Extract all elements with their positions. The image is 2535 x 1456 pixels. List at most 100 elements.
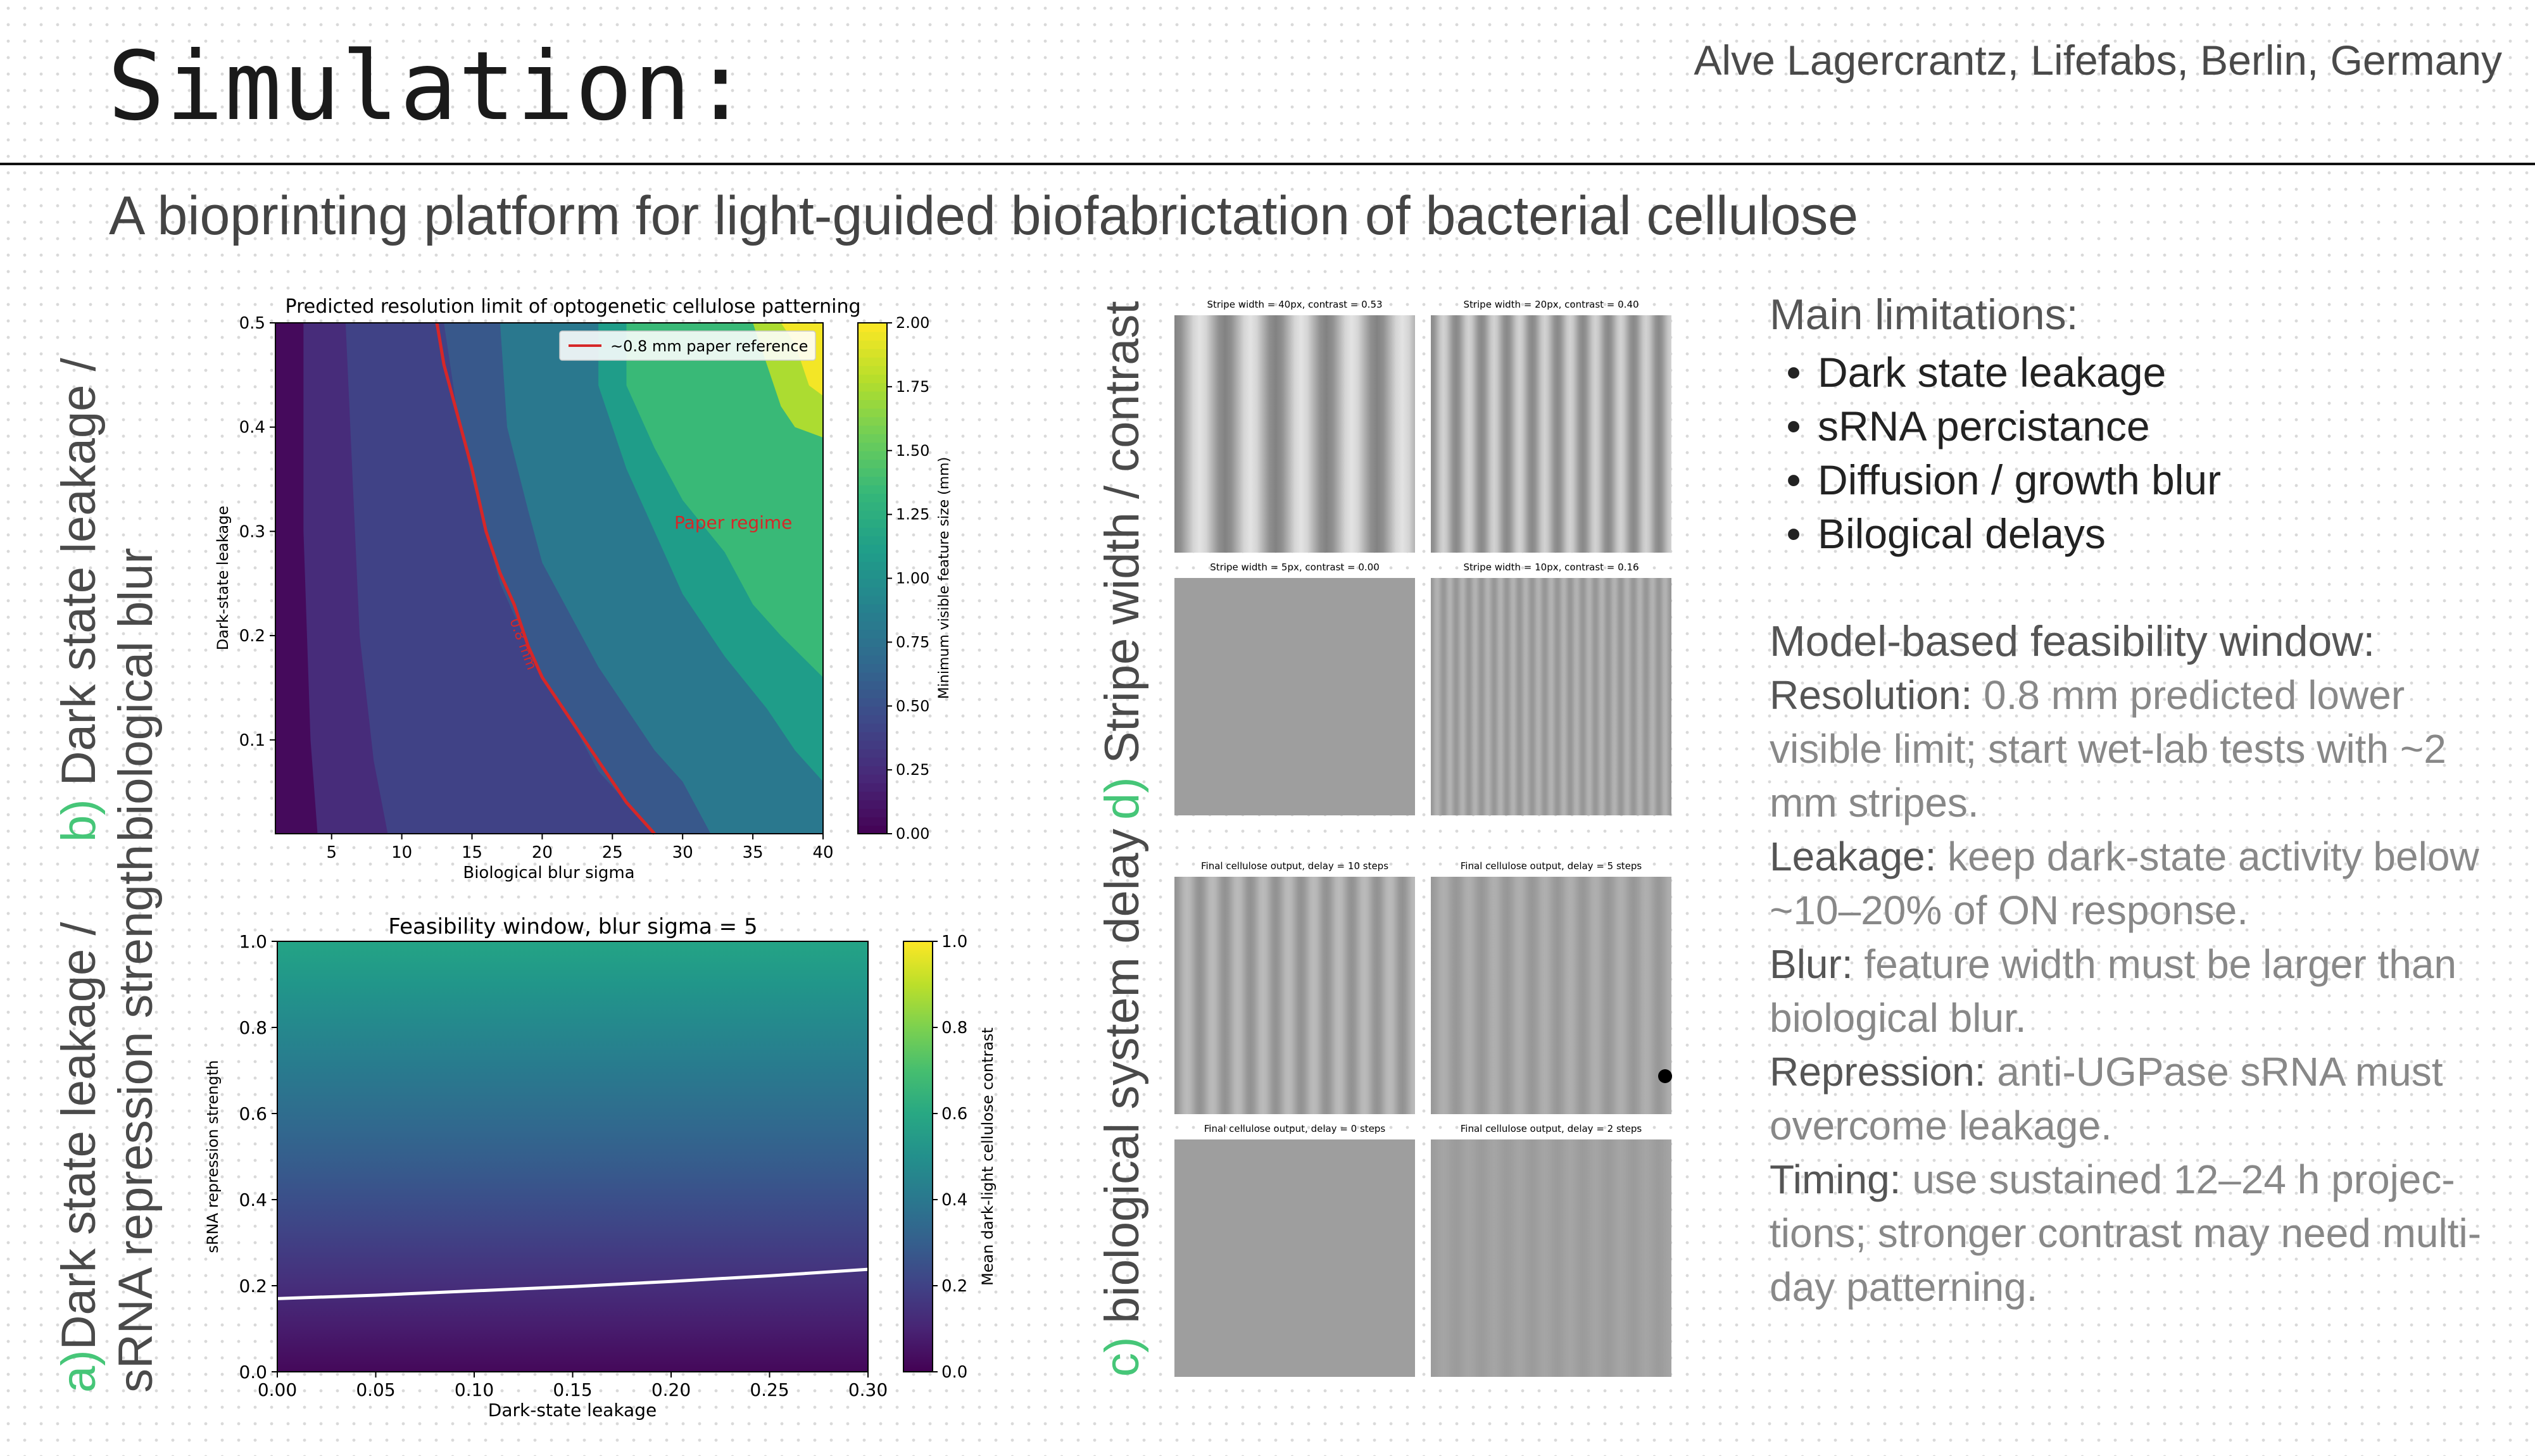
author-credit: Alve Lagercrantz, Lifefabs, Berlin, Germ… [1694, 37, 2502, 84]
y-tick-label: 0.8 [239, 1017, 267, 1038]
colorbar-segment [858, 331, 887, 341]
side-label-d-text: Stripe width / contrast [1095, 301, 1149, 764]
colorbar-segment [858, 586, 887, 596]
colorbar-segment [858, 689, 887, 698]
colorbar-segment [858, 800, 887, 809]
side-label-a-line1: Dark state leakage / [52, 922, 106, 1350]
colorbar-segment [858, 323, 887, 332]
colorbar-segment [858, 450, 887, 460]
colorbar-tick-label: 0.25 [896, 761, 929, 779]
colorbar-segment [858, 408, 887, 417]
side-label-a-tag: a) [52, 1350, 106, 1393]
x-tick-label: 40 [812, 843, 833, 862]
side-label-c-tag: c) [1095, 1336, 1149, 1377]
y-tick-label: 0.4 [239, 418, 265, 437]
stripe-panel [1431, 578, 1671, 815]
chart-title: Feasibility window, blur sigma = 5 [388, 914, 757, 939]
stripe-panel [1174, 315, 1415, 553]
y-tick-label: 1.0 [239, 931, 267, 952]
colorbar-segment [858, 629, 887, 639]
colorbar-segment [858, 808, 887, 818]
x-axis-label: Dark-state leakage [488, 1400, 657, 1421]
window-item-text: 0.8 mm predicted lower visible limit; st… [1770, 672, 2446, 825]
side-label-b-tag: b) [52, 799, 106, 842]
x-tick-label: 0.30 [848, 1379, 888, 1400]
colorbar-tick-label: 0.8 [941, 1019, 967, 1038]
limitation-text: sRNA percistance [1818, 403, 2150, 449]
chart-title: Predicted resolution limit of optogeneti… [286, 296, 861, 318]
title-divider [0, 163, 2535, 165]
colorbar-segment [858, 603, 887, 613]
colorbar-segment [858, 756, 887, 767]
colorbar-label: Minimum visible feature size (mm) [936, 457, 952, 699]
colorbar-segment [858, 714, 887, 724]
colorbar-segment [858, 825, 887, 834]
colorbar-tick-label: 0.4 [941, 1191, 967, 1210]
y-axis-label: sRNA repression strength [204, 1060, 222, 1253]
colorbar-segment [858, 774, 887, 784]
x-tick-label: 30 [672, 843, 693, 862]
colorbar-segment [858, 339, 887, 349]
stripe-panel [1174, 1139, 1415, 1377]
stripe-width-panels: Stripe width = 40px, contrast = 0.53 Stri… [1174, 299, 1671, 815]
colorbar-segment [858, 663, 887, 673]
x-tick-label: 0.20 [651, 1379, 691, 1400]
window-item-key: Resolution: [1770, 672, 1973, 718]
panel-title: Final cellulose output, delay = 2 steps [1461, 1123, 1642, 1134]
colorbar-segment [858, 782, 887, 792]
colorbar-segment [858, 433, 887, 443]
list-item: • sRNA percistance [1786, 403, 2150, 449]
colorbar-segment [858, 570, 887, 579]
limitations-heading: Main limitations: [1770, 291, 2079, 339]
list-item: • Bilogical delays [1786, 510, 2106, 557]
limitation-text: Bilogical delays [1818, 510, 2106, 557]
window-item-key: Blur: [1770, 941, 1853, 987]
colorbar-segment [858, 399, 887, 409]
stripe-panel [1431, 315, 1671, 553]
colorbar-segment [858, 391, 887, 401]
contrast-field [277, 941, 868, 1372]
colorbar-tick-label: 0.50 [896, 697, 929, 715]
x-tick-label: 0.05 [356, 1379, 395, 1400]
plot-frame [275, 322, 824, 834]
colorbar-segment [858, 791, 887, 801]
y-axis-label: Dark-state leakage [214, 506, 232, 650]
colorbar-segment [858, 646, 887, 656]
window-item-text: use sustained 12–24 h projec-tions; stro… [1770, 1157, 2482, 1310]
colorbar-segment [858, 706, 887, 715]
colorbar-segment [858, 425, 887, 434]
colorbar-segment [858, 748, 887, 758]
colorbar-tick-label: 0.75 [896, 633, 929, 651]
colorbar-segment [858, 442, 887, 451]
x-tick-label: 0.15 [553, 1379, 592, 1400]
window-item-repression: Repression: anti-UGPase sRNA must overco… [1770, 1045, 2498, 1153]
x-tick-label: 25 [602, 843, 623, 862]
colorbar-segment [858, 373, 887, 384]
contour-0.8mm [435, 322, 656, 835]
colorbar-segment [858, 637, 887, 648]
slide-subtitle: A bioprinting platform for light-guided … [109, 185, 1859, 246]
colorbar-segment [858, 467, 887, 477]
colorbar-tick-label: 0.2 [941, 1277, 967, 1296]
window-item-resolution: Resolution: 0.8 mm predicted lower visib… [1770, 668, 2498, 830]
colorbar-segment [858, 476, 887, 486]
colorbar-tick-label: 1.0 [941, 932, 967, 951]
system-delay-panels: Final cellulose output, delay = 10 steps… [1174, 860, 1672, 1377]
y-tick-label: 0.4 [239, 1189, 267, 1210]
colorbar-segment [858, 536, 887, 545]
colorbar-segment [858, 416, 887, 426]
colorbar-segment [858, 348, 887, 358]
window-item-key: Timing: [1770, 1157, 1901, 1202]
feasibility-window-chart: Feasibility window, blur sigma = 5 0.00 0… [204, 914, 997, 1421]
panel-title: Final cellulose output, delay = 10 steps [1201, 860, 1388, 872]
side-label-a-line2: sRNA repression strength [108, 844, 163, 1393]
limitation-text: Dark state leakage [1818, 349, 2167, 396]
stripe-panel [1174, 877, 1415, 1114]
side-label-b-line1: Dark state leakage / [52, 358, 106, 786]
colorbar-segment [858, 740, 887, 750]
threshold-contour [277, 1267, 869, 1300]
stripe-panel [1174, 578, 1415, 815]
window-item-key: Repression: [1770, 1049, 1986, 1095]
colorbar-segment [858, 501, 887, 511]
marker-dot [1658, 1069, 1672, 1083]
